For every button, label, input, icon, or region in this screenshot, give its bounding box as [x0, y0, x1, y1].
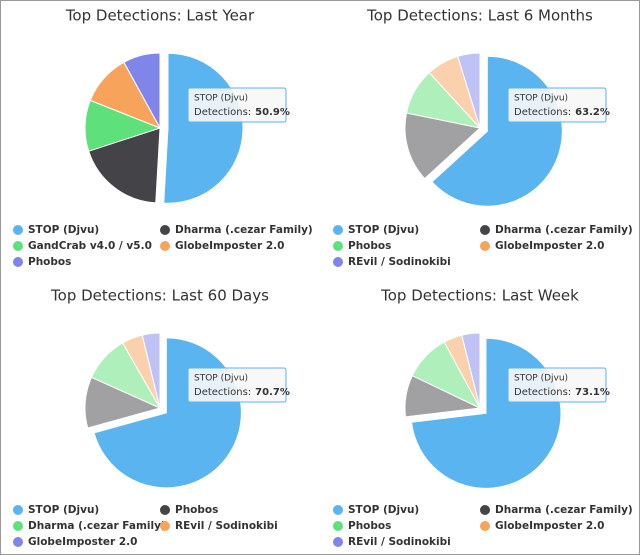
- tooltip-box: [187, 87, 287, 123]
- legend-marker: [333, 537, 343, 547]
- legend-label: STOP (Djvu): [348, 504, 419, 516]
- legend-marker: [13, 225, 23, 235]
- tooltip-value: Detections: 73.1%: [514, 387, 610, 398]
- legend-label: REvil / Sodinokibi: [175, 520, 278, 532]
- legend-label: GandCrab v4.0 / v5.0: [28, 240, 152, 252]
- legend-marker: [160, 241, 170, 251]
- legend-label: STOP (Djvu): [348, 224, 419, 236]
- chart-title: Top Detections: Last Week: [380, 287, 579, 305]
- legend-marker: [160, 521, 170, 531]
- legend-marker: [333, 521, 343, 531]
- legend-marker: [160, 225, 170, 235]
- legend-label: Dharma (.cezar Family): [495, 504, 633, 516]
- tooltip-number: 63.2%: [575, 107, 610, 118]
- chart-title: Top Detections: Last 60 Days: [50, 287, 269, 305]
- tooltip-name: STOP (Djvu): [514, 374, 568, 384]
- legend-marker: [333, 225, 343, 235]
- legend-label: STOP (Djvu): [28, 504, 99, 516]
- tooltip-label: Detections:: [514, 387, 571, 398]
- chart: Top Detections: Last Week STOP (Djvu) Dhar…: [333, 287, 633, 548]
- legend-label: Dharma (.cezar Family): [495, 224, 633, 236]
- legend-marker: [480, 241, 490, 251]
- tooltip-label: Detections:: [194, 107, 251, 118]
- legend-label: STOP (Djvu): [28, 224, 99, 236]
- legend-label: GlobeImposter 2.0: [28, 536, 137, 548]
- tooltip-box: [507, 87, 607, 123]
- tooltip-box: [507, 367, 607, 403]
- legend-marker: [480, 521, 490, 531]
- pie-slice: [404, 112, 482, 180]
- legend-label: GlobeImposter 2.0: [175, 240, 284, 252]
- tooltip-name: STOP (Djvu): [194, 94, 248, 104]
- tooltip-name: STOP (Djvu): [514, 94, 568, 104]
- legend-marker: [13, 521, 23, 531]
- legend-label: Phobos: [348, 520, 391, 532]
- legend-marker: [13, 537, 23, 547]
- chart-title: Top Detections: Last 6 Months: [366, 7, 593, 25]
- tooltip-label: Detections:: [194, 387, 251, 398]
- pie-slice: [457, 52, 481, 129]
- tooltip-number: 50.9%: [255, 107, 290, 118]
- legend-marker: [480, 225, 490, 235]
- legend-label: Phobos: [28, 256, 71, 268]
- chart: Top Detections: Last 6 Months STOP (Djvu)…: [333, 7, 633, 268]
- pie-slice: [123, 52, 161, 129]
- legend-label: Phobos: [175, 504, 218, 516]
- legend-label: Phobos: [348, 240, 391, 252]
- chart: Top Detections: Last 60 Days STOP (Djvu) P…: [13, 287, 290, 548]
- pie-slice: [88, 127, 161, 204]
- legend-label: REvil / Sodinokibi: [348, 256, 451, 268]
- legend-marker: [333, 505, 343, 515]
- tooltip-box: [187, 367, 287, 403]
- tooltip-label: Detections:: [514, 107, 571, 118]
- legend-marker: [13, 505, 23, 515]
- legend-marker: [480, 505, 490, 515]
- legend-label: REvil / Sodinokibi: [348, 536, 451, 548]
- legend-marker: [13, 241, 23, 251]
- legend-marker: [160, 505, 170, 515]
- chart: Top Detections: Last Year STOP (Djvu) Dhar…: [13, 7, 313, 268]
- legend-marker: [333, 257, 343, 267]
- tooltip-value: Detections: 63.2%: [514, 107, 610, 118]
- legend-marker: [13, 257, 23, 267]
- tooltip-number: 70.7%: [255, 387, 290, 398]
- chart-title: Top Detections: Last Year: [65, 7, 255, 25]
- legend-label: GlobeImposter 2.0: [495, 240, 604, 252]
- legend-label: Dharma (.cezar Family): [175, 224, 313, 236]
- tooltip-number: 73.1%: [575, 387, 610, 398]
- tooltip-name: STOP (Djvu): [194, 374, 248, 384]
- pie-slice: [141, 332, 161, 409]
- pie-slice: [461, 332, 481, 409]
- legend-marker: [333, 241, 343, 251]
- tooltip-value: Detections: 50.9%: [194, 107, 290, 118]
- tooltip-value: Detections: 70.7%: [194, 387, 290, 398]
- legend-label: Dharma (.cezar Family): [28, 520, 166, 532]
- legend-label: GlobeImposter 2.0: [495, 520, 604, 532]
